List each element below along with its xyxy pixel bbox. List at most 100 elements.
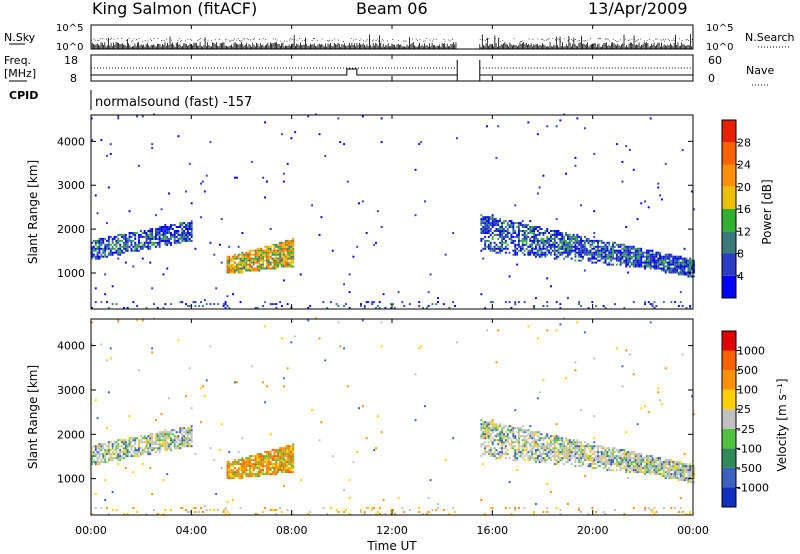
power-echo-cell — [235, 265, 238, 268]
velocity-echo-cell — [335, 509, 338, 511]
velocity-echo-cell — [606, 455, 609, 458]
power-echo-cell — [529, 251, 532, 254]
velocity-echo-cell — [241, 457, 244, 460]
power-echo-cell — [627, 247, 630, 250]
velocity-echo-cell — [292, 447, 295, 450]
velocity-echo-cell — [482, 453, 485, 456]
power-echo-cell — [288, 253, 291, 256]
velocity-echo-cell — [559, 447, 562, 450]
power-echo-cell — [512, 230, 515, 232]
velocity-echo-cell — [563, 463, 566, 466]
power-echo-cell — [126, 241, 129, 244]
velocity-echo-cell — [529, 435, 532, 438]
velocity-echo-cell — [420, 345, 423, 348]
power-echo-cell — [147, 230, 150, 232]
power-echo-cell — [516, 233, 519, 236]
nsearch-dot — [207, 39, 209, 41]
power-echo-cell — [200, 301, 202, 304]
velocity-echo-cell — [647, 463, 650, 466]
power-echo-cell — [655, 259, 658, 262]
velocity-echo-cell — [123, 447, 125, 450]
velocity-echo-cell — [661, 469, 663, 472]
velocity-echo-cell — [501, 433, 503, 436]
power-echo-cell — [102, 239, 105, 242]
velocity-echo-cell — [119, 455, 122, 458]
nsearch-dot — [226, 39, 228, 41]
power-echo-cell — [456, 137, 458, 140]
power-echo-cell — [600, 251, 603, 254]
power-echo-cell — [228, 269, 231, 272]
velocity-echo-cell — [256, 463, 259, 466]
velocity-echo-cell — [544, 437, 547, 440]
velocity-echo-cell — [260, 459, 263, 462]
power-echo-cell — [559, 232, 562, 234]
velocity-echo-cell — [572, 441, 575, 444]
power-echo-cell — [102, 249, 105, 252]
velocity-echo-cell — [247, 475, 249, 478]
velocity-echo-cell — [247, 463, 249, 466]
velocity-echo-cell — [565, 455, 567, 458]
power-echo-cell — [514, 247, 517, 250]
velocity-echo-cell — [503, 425, 505, 428]
velocity-echo-cell — [610, 463, 613, 466]
velocity-echo-cell — [493, 425, 496, 428]
velocity-echo-cell — [266, 473, 268, 476]
power-echo-cell — [266, 267, 268, 270]
velocity-echo-cell — [634, 459, 637, 462]
power-echo-cell — [156, 228, 159, 230]
power-echo-cell — [593, 232, 596, 234]
power-echo-cell — [186, 222, 189, 225]
velocity-echo-cell — [107, 457, 110, 460]
power-echo-cell — [179, 235, 182, 238]
velocity-echo-cell — [241, 475, 244, 478]
velocity-echo-cell — [647, 471, 650, 474]
velocity-echo-cell — [164, 445, 167, 448]
colorbar-tick-label: 16 — [737, 203, 751, 216]
nsearch-dot — [443, 39, 445, 40]
velocity-echo-cell — [629, 453, 631, 456]
velocity-echo-cell — [107, 513, 110, 515]
velocity-echo-cell — [173, 445, 176, 448]
velocity-echo-cell — [177, 447, 180, 450]
velocity-echo-cell — [292, 451, 295, 454]
velocity-echo-cell — [237, 471, 240, 474]
velocity-echo-cell — [230, 465, 233, 468]
power-echo-cell — [267, 247, 270, 250]
nsky-tick-high: 10^5 — [56, 23, 83, 34]
power-echo-cell — [267, 263, 270, 266]
velocity-echo-cell — [162, 441, 165, 444]
velocity-echo-cell — [615, 347, 618, 350]
velocity-echo-cell — [589, 465, 592, 468]
power-echo-cell — [531, 235, 534, 238]
power-echo-cell — [299, 273, 302, 276]
velocity-echo-cell — [518, 439, 520, 442]
velocity-echo-cell — [264, 465, 266, 468]
velocity-echo-cell — [668, 467, 671, 470]
velocity-echo-cell — [499, 441, 502, 444]
velocity-echo-cell — [228, 451, 231, 454]
power-echo-cell — [241, 259, 244, 262]
velocity-echo-cell — [249, 459, 251, 462]
power-echo-cell — [525, 241, 528, 244]
velocity-echo-cell — [258, 455, 261, 458]
velocity-echo-cell — [234, 467, 236, 470]
velocity-echo-cell — [529, 431, 532, 434]
velocity-echo-cell — [158, 443, 161, 446]
velocity-echo-cell — [508, 437, 511, 440]
power-echo-cell — [636, 259, 639, 262]
velocity-echo-cell — [531, 455, 534, 458]
nsearch-dot — [350, 38, 352, 39]
nsearch-dot — [190, 38, 191, 40]
power-echo-cell — [106, 239, 108, 242]
velocity-echo-cell — [568, 453, 571, 456]
velocity-echo-cell — [188, 431, 191, 434]
velocity-echo-cell — [92, 451, 95, 454]
power-echo-cell — [615, 259, 618, 262]
power-echo-cell — [247, 263, 249, 266]
velocity-echo-cell — [138, 369, 140, 372]
velocity-echo-cell — [625, 465, 628, 468]
velocity-echo-cell — [247, 459, 249, 462]
power-echo-cell — [617, 255, 620, 258]
power-echo-cell — [343, 283, 345, 286]
